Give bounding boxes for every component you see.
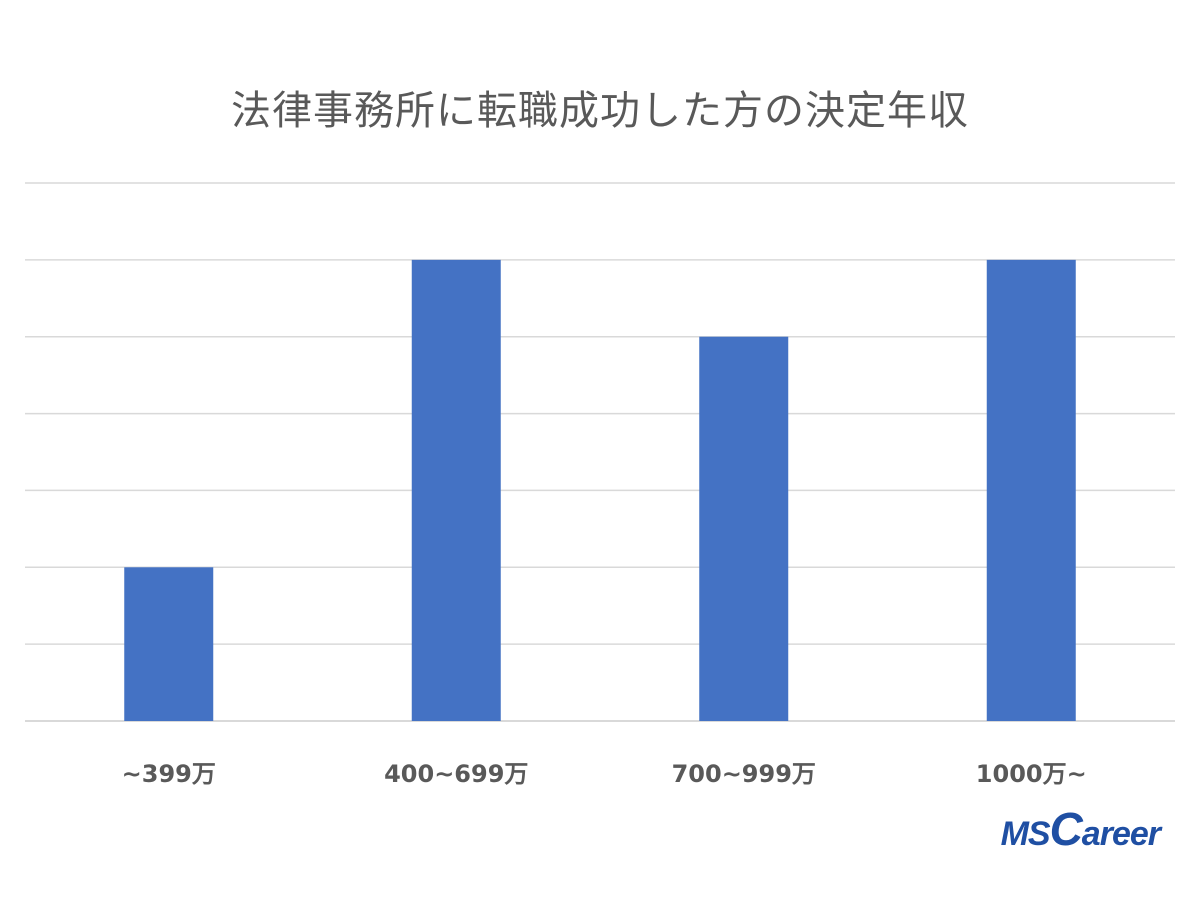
bars bbox=[124, 259, 1076, 721]
bar bbox=[699, 336, 789, 721]
x-tick-label: 700~999万 bbox=[672, 760, 816, 788]
x-tick-label: 400~699万 bbox=[384, 760, 528, 788]
chart-title: 法律事務所に転職成功した方の決定年収 bbox=[231, 88, 969, 134]
bar bbox=[411, 259, 501, 721]
logo-rest: areer bbox=[1081, 815, 1161, 853]
logo-ms: MS bbox=[1000, 815, 1051, 853]
bar bbox=[986, 259, 1076, 721]
mscareer-logo: MSCareer bbox=[1000, 803, 1161, 855]
x-tick-label: ~399万 bbox=[122, 760, 216, 788]
x-tick-labels: ~399万 400~699万 700~999万 1000万~ bbox=[122, 760, 1087, 788]
bar bbox=[124, 567, 214, 721]
gridlines bbox=[25, 182, 1175, 722]
logo-c: C bbox=[1049, 803, 1083, 855]
x-tick-label: 1000万~ bbox=[976, 760, 1087, 788]
